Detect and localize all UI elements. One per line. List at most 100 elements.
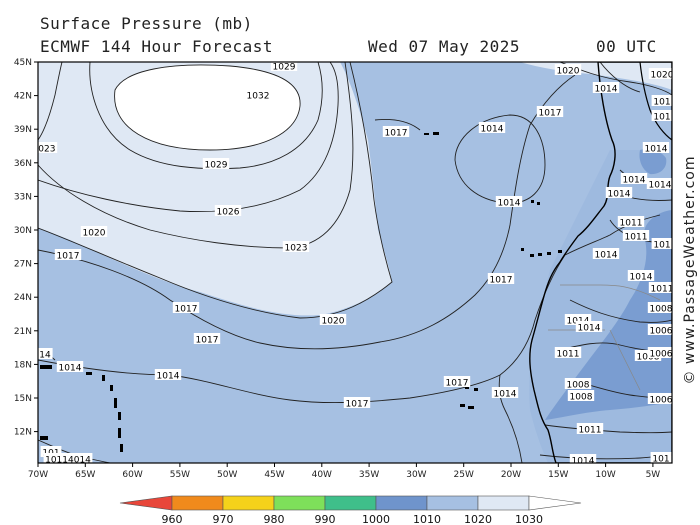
colorbar-arrow-high (528, 495, 582, 511)
colorbar-swatch (273, 495, 326, 511)
contour-label-text: 1017 (57, 252, 80, 262)
lon-label: 65W (75, 470, 95, 480)
colorbar-swatch (222, 495, 275, 511)
colorbar-label: 1000 (362, 513, 390, 525)
contour-label: 1008 (567, 390, 595, 403)
map-frame (37, 61, 673, 464)
contour-label-text: 1014 (623, 176, 646, 186)
contour-label: 1014 (620, 173, 648, 186)
colorbar-swatch (324, 495, 377, 511)
contour-label-text: 1032 (247, 92, 270, 102)
contour-label: 101 (651, 110, 672, 123)
colorbar-label: 1010 (413, 513, 441, 525)
map-title: Surface Pressure (mb) (40, 14, 253, 33)
contour-label: 1017 (536, 106, 564, 119)
contour-label: 1017 (443, 376, 471, 389)
colorbar-label: 990 (315, 513, 336, 525)
colorbar-arrow-low (119, 495, 173, 511)
colorbar-label: 980 (264, 513, 285, 525)
contour-label-text: 1011 (579, 426, 602, 436)
lon-label: 25W (454, 470, 474, 480)
contour-label-text: 1017 (196, 336, 219, 346)
colorbar: 960 970 980 990 1000 1010 1020 1030 (119, 495, 582, 525)
contour-label-text: 1014 (630, 273, 653, 283)
contour-label-text: 14 (39, 351, 51, 361)
pressure-fill-1030 (114, 65, 301, 150)
axis-ticks: 45N 42N 39N 36N 33N 30N 27N 24N 21N 18N 15N 12N 70W 6… (14, 58, 661, 480)
contour-label: 1006 (647, 347, 673, 360)
contour-label: 10114014 (43, 453, 93, 466)
contour-labels: 1029 1032 1029 1026 1023 1020 1017 1017 1017 1020… (33, 62, 674, 467)
contour-label: 1011 (554, 347, 582, 360)
contour-label-text: 1017 (539, 109, 562, 119)
contour-label-text: 1008 (570, 393, 593, 403)
contour-label-text: 1006 (650, 350, 673, 360)
contour-label-text: 1014 (157, 372, 180, 382)
lat-label: 15N (14, 394, 32, 404)
colorbar-swatch (171, 495, 224, 511)
lon-label: 70W (28, 470, 48, 480)
islands (40, 132, 562, 452)
contour-label: 1014 (592, 82, 620, 95)
contour-label-text: 1017 (490, 276, 513, 286)
lat-label: 24N (14, 293, 32, 303)
contour-label: 1029 (270, 62, 298, 73)
lon-label: 20W (501, 470, 521, 480)
lat-label: 33N (14, 192, 32, 202)
contour-label-text: 10114014 (45, 456, 91, 466)
contour-label: 1014 (605, 187, 633, 200)
pressure-fill-1000-iberia (639, 149, 667, 175)
contour-label-text: 1017 (346, 400, 369, 410)
forecast-time: 00 UTC (596, 37, 657, 56)
colorbar-label: 970 (213, 513, 234, 525)
model-forecast-label: ECMWF 144 Hour Forecast (40, 37, 274, 56)
contour-label: 1008 (647, 302, 672, 315)
lat-label: 36N (14, 159, 32, 169)
contour-label-text: 1014 (498, 199, 521, 209)
contour-label-text: 1014 (59, 364, 82, 374)
contour-label: 1017 (487, 273, 515, 286)
contour-label: 1026 (214, 205, 242, 218)
lon-label: 15W (548, 470, 568, 480)
contour-label-text: 1011 (625, 233, 648, 243)
colorbar-label: 960 (162, 513, 183, 525)
contour-label-text: 1023 (33, 145, 56, 155)
contour-label: 1011 (648, 282, 674, 295)
contour-label: 1014 (154, 369, 182, 382)
lon-label: 35W (359, 470, 379, 480)
contour-label: 1017 (382, 126, 410, 139)
lon-label: 50W (217, 470, 237, 480)
contour-label-text: 1014 (572, 457, 595, 467)
lon-label: 30W (406, 470, 426, 480)
lon-label: 10W (595, 470, 615, 480)
contour-label-text: 1023 (285, 244, 308, 254)
lat-label: 21N (14, 327, 32, 337)
contour-label: 1014 (495, 196, 523, 209)
contour-label-text: 1014 (481, 125, 504, 135)
lat-label: 42N (14, 92, 32, 102)
contour-label: 1020 (319, 314, 347, 327)
contour-label: 101 (651, 238, 672, 251)
contour-label: 1014 (575, 321, 603, 334)
map-area: 1029 1032 1029 1026 1023 1020 1017 1017 1017 1020… (33, 62, 674, 467)
lon-label: 55W (170, 470, 190, 480)
contour-label: 1014 (592, 248, 620, 261)
contour-label-text: 1011 (557, 350, 580, 360)
contour-label: 1011 (617, 216, 645, 229)
contour-label: 1014 (646, 178, 672, 191)
contour-label: 1020 (554, 64, 582, 77)
contour-label-text: 1014 (494, 390, 517, 400)
colorbar-label: 1020 (464, 513, 492, 525)
contour-label: 1029 (202, 158, 230, 171)
contour-label: 14 (38, 348, 53, 361)
contour-label-text: 1006 (650, 327, 673, 337)
contour-label-text: 1011 (651, 285, 674, 295)
contour-label-text: 1020 (651, 71, 674, 81)
contour-label-text: 1020 (322, 317, 345, 327)
contour-label-text: 1014 (649, 181, 672, 191)
contour-label: 101 (650, 452, 672, 463)
contour-label: 1014 (642, 142, 670, 155)
contour-label-text: 1017 (385, 129, 408, 139)
lon-label: 45W (264, 470, 284, 480)
contour-label-text: 1014 (595, 251, 618, 261)
